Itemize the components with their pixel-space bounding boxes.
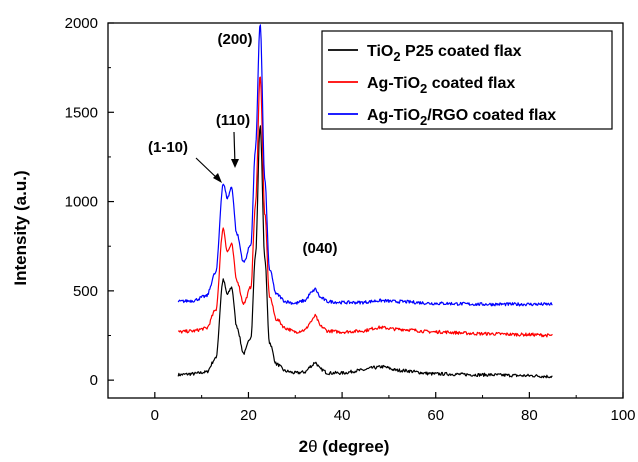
x-tick-label: 20 <box>240 407 257 424</box>
x-axis-title-suffix: (degree) <box>318 437 390 456</box>
x-tick-label: 40 <box>334 407 351 424</box>
series-lines <box>177 24 553 379</box>
x-tick-label: 100 <box>610 407 635 424</box>
y-axis-ticks: 0 500 1000 1500 2000 <box>65 15 114 389</box>
x-axis-ticks: 0 20 40 60 80 100 <box>107 392 636 424</box>
plot-frame <box>107 22 624 399</box>
x-tick-label: 60 <box>427 407 444 424</box>
legend-label-2: Ag-TiO2 coated flax <box>367 75 515 96</box>
series-line-2 <box>178 76 553 338</box>
legend-label-3: Ag-TiO2/RGO coated flax <box>367 107 556 128</box>
y-tick-label: 1500 <box>65 104 98 121</box>
x-axis-title-symbol: θ <box>308 437 317 456</box>
y-axis-title: Intensity (a.u.) <box>11 170 30 285</box>
legend: TiO2 P25 coated flax Ag-TiO2 coated flax A… <box>321 30 613 130</box>
x-tick-label: 0 <box>151 407 159 424</box>
x-axis-title: 2θ (degree) <box>299 437 390 456</box>
y-tick-label: 0 <box>90 372 98 389</box>
peak-label: (1-10) <box>148 139 188 156</box>
plot-border <box>107 22 624 399</box>
y-tick-label: 500 <box>73 283 98 300</box>
peak-label: (110) <box>216 112 250 129</box>
series-line-1 <box>177 125 553 379</box>
y-tick-label: 2000 <box>65 15 98 32</box>
series-line-3 <box>177 24 553 307</box>
arrowhead-1-10 <box>213 173 222 183</box>
legend-label-1: TiO2 P25 coated flax <box>367 43 522 64</box>
peak-label: (200) <box>217 31 252 48</box>
x-tick-label: 80 <box>521 407 538 424</box>
peak-annotations: (200) (110) (1-10) (040) <box>148 31 338 257</box>
arrowhead-110 <box>231 159 239 168</box>
y-tick-label: 1000 <box>65 194 98 211</box>
peak-label: (040) <box>302 240 337 257</box>
x-axis-title-prefix: 2 <box>299 437 308 456</box>
legend-box <box>321 30 613 130</box>
